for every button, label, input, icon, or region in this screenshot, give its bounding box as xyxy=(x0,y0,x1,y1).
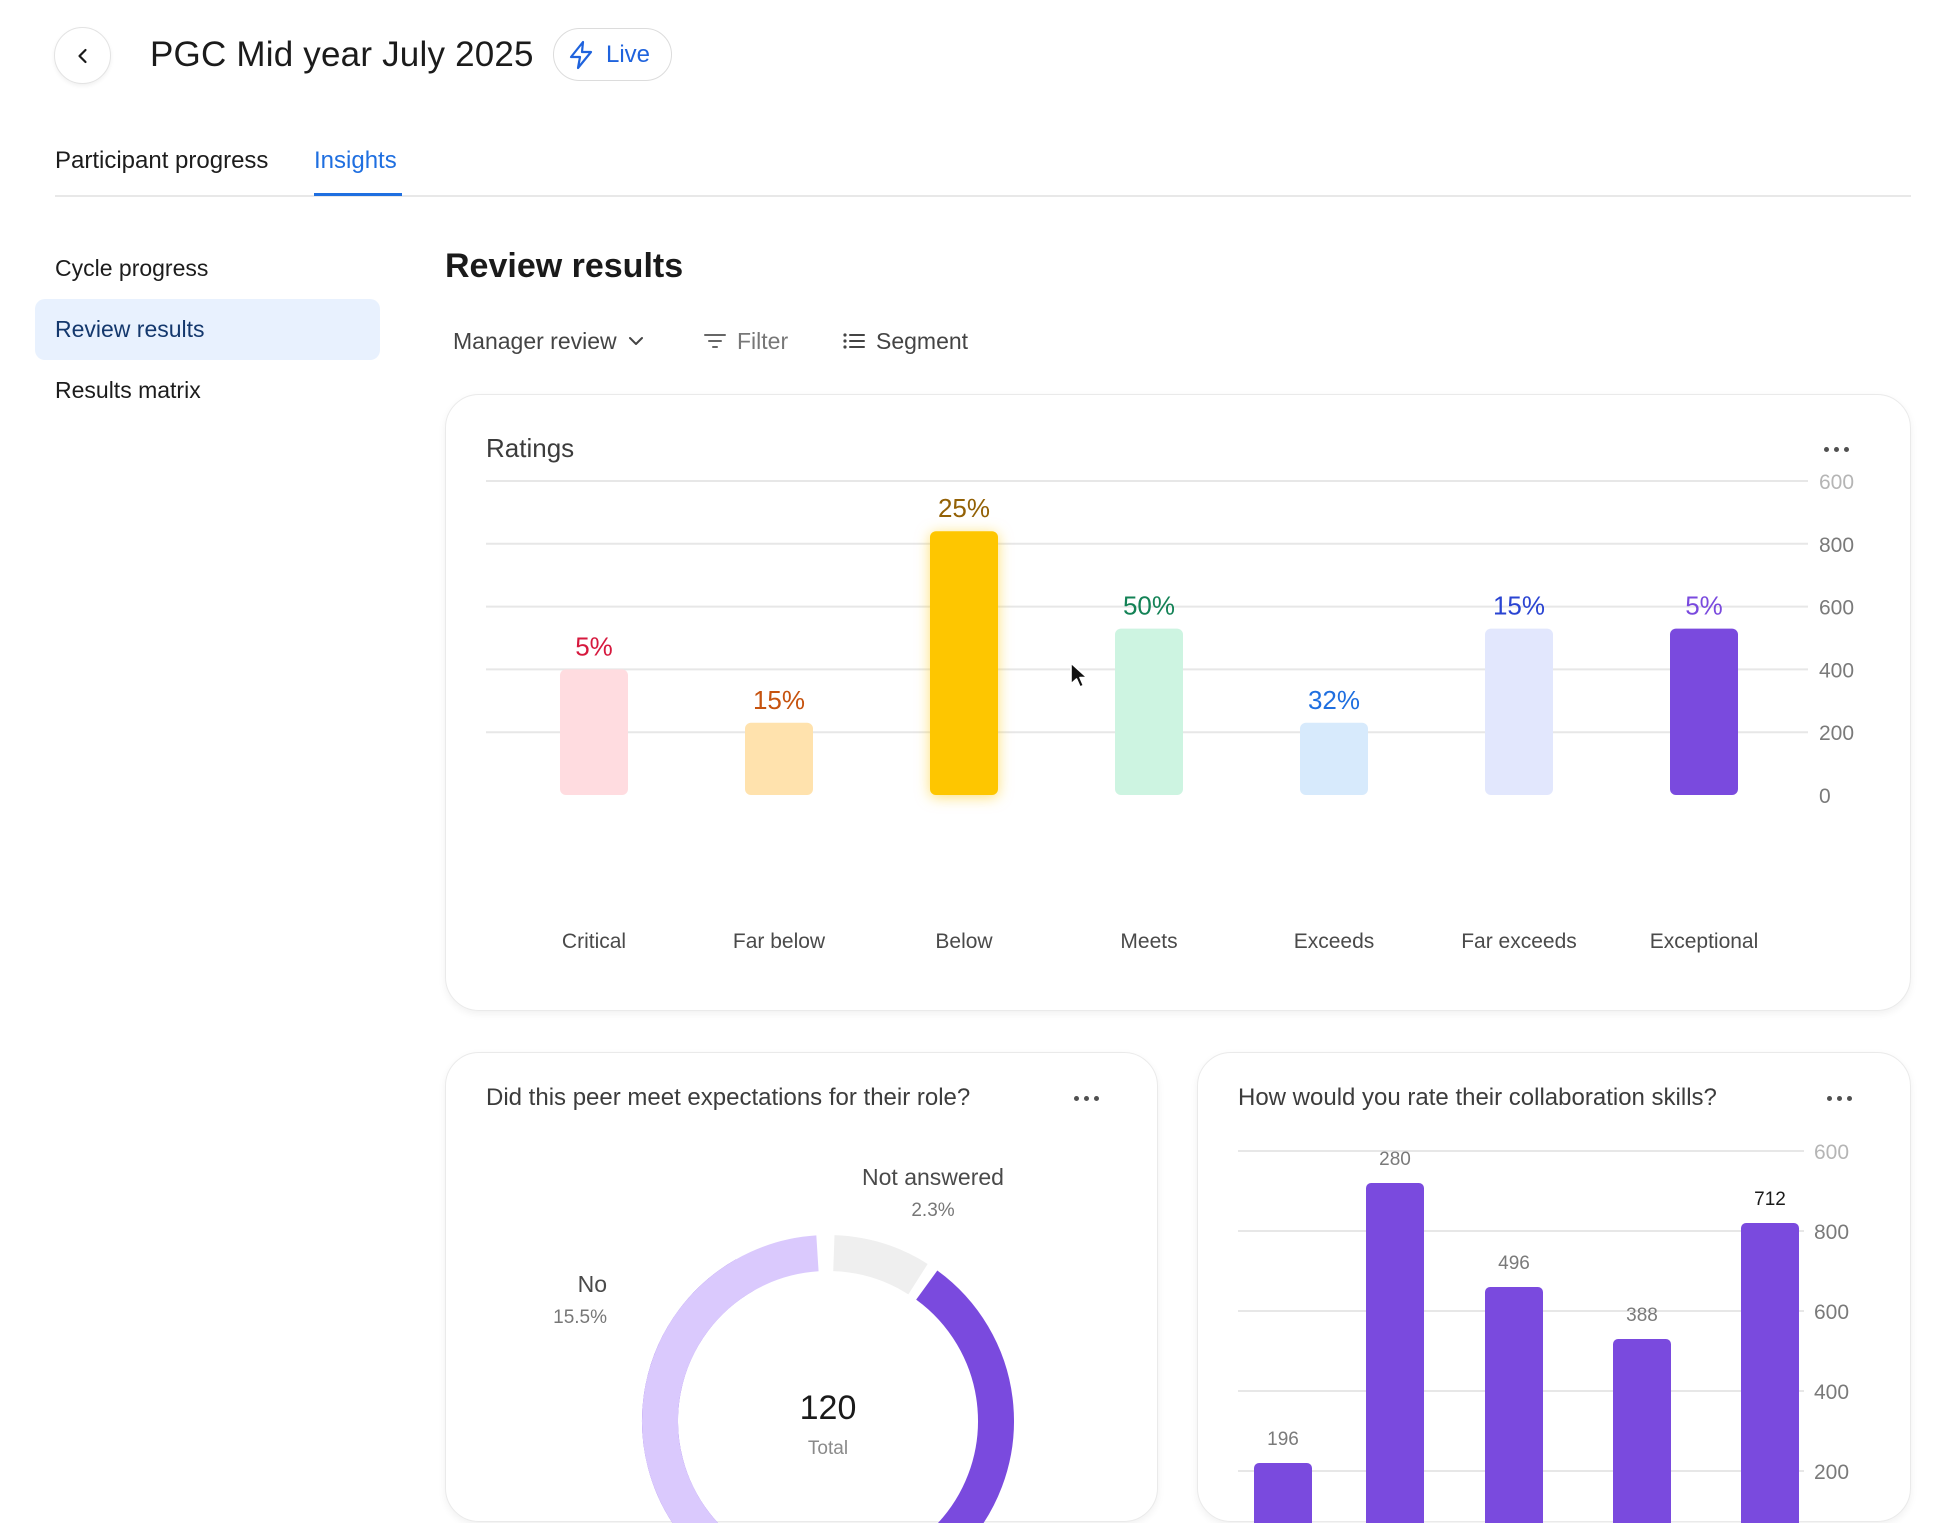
bar xyxy=(1366,1183,1424,1523)
peer-expectations-card: Did this peer meet expectations for thei… xyxy=(445,1052,1158,1523)
tabs-divider xyxy=(55,195,1911,197)
x-tick-label: Critical xyxy=(562,930,626,953)
segment-label: Segment xyxy=(876,327,969,354)
collaboration-title: How would you rate their collaboration s… xyxy=(1238,1084,1717,1111)
bar xyxy=(1115,628,1183,795)
x-tick-label: Far exceeds xyxy=(1461,930,1577,953)
y-tick-label: 400 xyxy=(1814,1381,1849,1404)
sidebar-item-label: Review results xyxy=(55,316,205,342)
cursor-icon xyxy=(1070,662,1088,688)
ratings-card: Ratings 600 800 600 400 200 0 5% Critical 15% Far… xyxy=(445,394,1911,1011)
tab-insights[interactable]: Insights xyxy=(314,147,397,174)
y-tick-label: 0 xyxy=(1819,785,1831,808)
y-tick-label: 600 xyxy=(1819,471,1854,494)
sidebar-item-label: Cycle progress xyxy=(55,255,209,281)
data-label: 196 xyxy=(1267,1429,1299,1450)
sidebar-item-label: Results matrix xyxy=(55,377,201,403)
filter-label: Filter xyxy=(737,327,789,354)
y-tick-label: 800 xyxy=(1819,534,1854,557)
bar xyxy=(1485,628,1553,795)
data-label: 15% xyxy=(1493,591,1545,621)
x-tick-label: Below xyxy=(935,930,993,953)
bar xyxy=(1254,1463,1312,1523)
status-badge: Live xyxy=(553,28,672,81)
donut-slice xyxy=(832,1235,928,1295)
data-label: 25% xyxy=(938,493,990,523)
bar xyxy=(1741,1223,1799,1523)
filter-icon xyxy=(704,334,726,348)
ratings-chart: 600 800 600 400 200 0 5% Critical 15% Far below 25… xyxy=(486,471,1854,953)
x-tick-label: Exceptional xyxy=(1650,930,1759,953)
bar xyxy=(560,669,628,795)
y-tick-label: 800 xyxy=(1814,1221,1849,1244)
collaboration-chart: 600 800 600 400 200 196 280 496 388 712 xyxy=(1238,1141,1849,1523)
data-label: 15% xyxy=(753,685,805,715)
y-tick-label: 400 xyxy=(1819,659,1854,682)
status-label: Live xyxy=(606,40,651,68)
collaboration-card: How would you rate their collaboration s… xyxy=(1197,1052,1911,1523)
y-tick-label: 600 xyxy=(1819,597,1854,620)
x-tick-label: Far below xyxy=(733,930,826,953)
tab-participant-progress[interactable]: Participant progress xyxy=(55,147,269,174)
data-label: 280 xyxy=(1379,1149,1411,1170)
sidebar-item-cycle-progress[interactable]: Cycle progress xyxy=(35,238,380,299)
bar xyxy=(930,531,998,795)
bar xyxy=(1670,628,1738,795)
filter-button[interactable]: Filter xyxy=(703,326,788,356)
bar xyxy=(1485,1287,1543,1523)
bar xyxy=(1300,722,1368,795)
sidebar-item-review-results[interactable]: Review results xyxy=(35,299,380,360)
sidebar-item-results-matrix[interactable]: Results matrix xyxy=(35,360,380,421)
data-label: 5% xyxy=(575,631,613,661)
x-tick-label: Meets xyxy=(1120,930,1177,953)
more-options-button[interactable] xyxy=(1821,1090,1858,1107)
list-icon xyxy=(843,333,865,349)
bar xyxy=(1613,1339,1671,1523)
active-tab-indicator xyxy=(314,193,402,196)
y-tick-label: 200 xyxy=(1819,722,1854,745)
x-tick-label: Exceeds xyxy=(1294,930,1375,953)
donut-slice xyxy=(642,1235,819,1523)
segment-button[interactable]: Segment xyxy=(842,326,968,356)
center-label: Total xyxy=(808,1438,848,1459)
slice-value-label: 15.5% xyxy=(553,1307,607,1328)
center-value: 120 xyxy=(800,1389,857,1427)
more-options-button[interactable] xyxy=(1068,1090,1105,1107)
page-title: PGC Mid year July 2025 xyxy=(150,35,534,74)
ratings-title: Ratings xyxy=(486,433,575,463)
data-label: 712 xyxy=(1754,1189,1786,1210)
more-options-button[interactable] xyxy=(1818,441,1855,458)
data-label: 50% xyxy=(1123,591,1175,621)
peer-expectations-title: Did this peer meet expectations for thei… xyxy=(486,1084,971,1111)
y-tick-label: 600 xyxy=(1814,1141,1849,1164)
section-title: Review results xyxy=(445,247,684,285)
data-label: 32% xyxy=(1308,685,1360,715)
slice-value-label: 2.3% xyxy=(911,1200,954,1221)
donut-chart: 120 Total Not answered 2.3% No 15.5% xyxy=(553,1164,1014,1523)
chevron-left-icon xyxy=(77,48,87,63)
review-type-dropdown[interactable]: Manager review xyxy=(453,326,645,356)
y-tick-label: 200 xyxy=(1814,1461,1849,1484)
data-label: 496 xyxy=(1498,1253,1530,1274)
data-label: 5% xyxy=(1685,591,1723,621)
review-type-value: Manager review xyxy=(453,327,617,354)
slice-name-label: Not answered xyxy=(862,1164,1004,1190)
slice-name-label: No xyxy=(578,1271,607,1297)
lightning-icon xyxy=(569,40,593,69)
back-button[interactable] xyxy=(54,27,111,84)
chevron-down-icon xyxy=(628,337,643,345)
bar xyxy=(745,722,813,795)
y-tick-label: 600 xyxy=(1814,1301,1849,1324)
data-label: 388 xyxy=(1626,1305,1658,1326)
